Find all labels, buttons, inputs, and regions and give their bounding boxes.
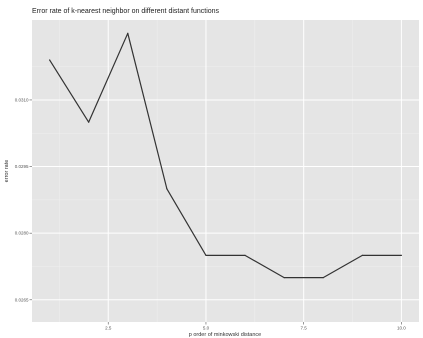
x-tick-label: 7.5 xyxy=(301,326,308,331)
x-axis-ticks: 2.5 5.0 7.5 10.0 xyxy=(105,322,406,331)
x-axis-label: p order of minkowski distance xyxy=(189,332,261,338)
data-point xyxy=(48,59,51,61)
series-line-1 xyxy=(49,32,402,279)
y-tick-label: 0.0265 xyxy=(15,297,29,302)
x-tick-label: 10.0 xyxy=(397,326,406,331)
data-point xyxy=(322,276,324,279)
x-tick-label: 2.5 xyxy=(105,326,112,331)
chart-title: Error rate of k-nearest neighbor on diff… xyxy=(32,8,220,15)
data-point xyxy=(166,188,168,190)
y-axis-label: error rate xyxy=(4,160,10,183)
data-point xyxy=(205,254,207,256)
data-point xyxy=(88,121,90,123)
data-point xyxy=(244,254,246,256)
series-layer xyxy=(48,32,403,279)
data-point xyxy=(361,254,363,256)
y-axis-ticks: 0.0265 0.0280 0.0295 0.0310 xyxy=(15,97,32,302)
plot-panel xyxy=(32,20,419,322)
data-point xyxy=(127,32,129,34)
major-gridlines xyxy=(32,20,419,322)
y-tick-label: 0.0280 xyxy=(15,231,29,236)
minor-gridlines xyxy=(32,20,419,322)
data-point xyxy=(283,276,285,279)
data-point xyxy=(400,254,403,256)
x-tick-label: 5.0 xyxy=(203,326,210,331)
y-tick-label: 0.0310 xyxy=(15,97,29,102)
y-tick-label: 0.0295 xyxy=(15,164,29,169)
